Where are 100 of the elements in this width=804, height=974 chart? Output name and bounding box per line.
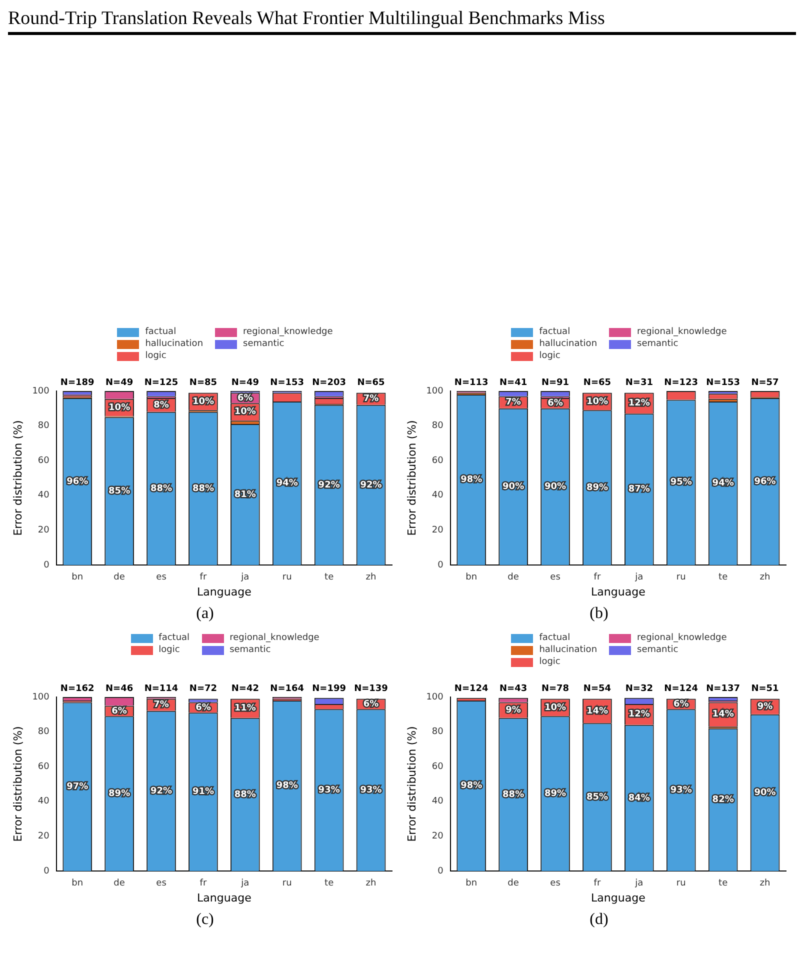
x-tick-label: bn — [72, 572, 84, 583]
x-tick-label: ru — [676, 878, 686, 889]
data-label: 87% — [628, 484, 650, 495]
x-tick-label: de — [508, 572, 520, 583]
data-label: 91% — [192, 787, 214, 798]
annotation: N=124 — [664, 684, 698, 694]
data-label: 94% — [276, 478, 298, 489]
data-label: 98% — [460, 475, 482, 486]
x-tick-label: bn — [466, 572, 478, 583]
x-tick-label: fr — [200, 572, 207, 583]
x-tick-label: es — [550, 572, 561, 583]
data-label: 92% — [360, 480, 382, 490]
data-label: 90% — [544, 482, 566, 492]
legend-label: semantic — [243, 339, 284, 349]
data-label: 93% — [670, 785, 692, 796]
annotation: N=41 — [500, 378, 528, 388]
annotation: N=42 — [231, 684, 259, 694]
legend-label: logic — [158, 645, 180, 655]
y-tick-label: 60 — [432, 762, 444, 772]
y-tick-label: 20 — [38, 526, 50, 536]
data-label: 88% — [150, 484, 172, 494]
legend-label: regional_knowledge — [637, 633, 727, 643]
x-tick-label: te — [718, 572, 728, 583]
x-tick-label: de — [114, 878, 126, 889]
data-label: 7% — [506, 398, 521, 408]
legend-label: regional_knowledge — [230, 633, 320, 643]
data-label: 88% — [234, 790, 256, 800]
annotation: N=65 — [583, 378, 612, 388]
y-axis-title: Error distribution (%) — [405, 726, 418, 842]
x-tick-label: ru — [676, 572, 686, 583]
x-tick-label: es — [156, 878, 167, 889]
x-tick-label: fr — [594, 572, 601, 583]
y-tick-label: 40 — [38, 490, 50, 501]
y-tick-label: 60 — [432, 456, 444, 466]
text: Round-Trip Translation Reveals What Frontier Multilingual Benchmarks Miss — [8, 8, 796, 35]
y-axis-title: Error distribution (%) — [405, 420, 418, 536]
data-label: 81% — [234, 490, 256, 500]
data-label: 10% — [586, 396, 608, 407]
data-label: 95% — [670, 478, 692, 488]
data-label: 92% — [150, 786, 172, 796]
data-label: 89% — [586, 482, 608, 493]
annotation: N=54 — [583, 684, 612, 694]
y-axis-title: Error distribution (%) — [11, 420, 24, 536]
data-label: 89% — [544, 788, 566, 799]
y-tick-label: 80 — [38, 727, 50, 738]
data-label: 90% — [502, 482, 524, 492]
x-tick-label: bn — [466, 878, 478, 889]
x-tick-label: ja — [240, 572, 250, 583]
x-tick-label: de — [114, 572, 126, 583]
data-label: 14% — [712, 710, 734, 720]
x-axis-title: Language — [591, 585, 646, 598]
y-tick-label: 80 — [432, 727, 444, 738]
annotation: N=49 — [106, 378, 134, 388]
x-tick-label: zh — [366, 572, 376, 583]
legend-label: factual — [145, 327, 176, 337]
x-tick-label: zh — [366, 878, 376, 889]
annotation: N=162 — [60, 684, 94, 694]
data-label: 98% — [276, 781, 298, 792]
y-tick-label: 0 — [438, 560, 444, 570]
data-label: 6% — [196, 702, 211, 713]
y-tick-label: 80 — [432, 421, 444, 432]
data-label: 97% — [66, 782, 88, 792]
x-tick-label: ja — [634, 878, 644, 889]
x-tick-label: bn — [72, 878, 84, 889]
annotation: N=113 — [454, 378, 488, 388]
annotation: N=153 — [706, 378, 740, 388]
text: (c) — [196, 911, 214, 929]
data-label: 10% — [108, 402, 130, 413]
x-tick-label: ru — [282, 572, 292, 583]
x-tick-label: de — [508, 878, 520, 889]
text: (b) — [590, 605, 608, 623]
annotation: N=78 — [541, 684, 570, 694]
data-label: 98% — [460, 781, 482, 792]
data-label: 12% — [628, 398, 650, 409]
y-tick-label: 100 — [32, 692, 50, 702]
data-label: 92% — [318, 480, 340, 490]
annotation: N=164 — [270, 684, 304, 694]
annotation: N=114 — [144, 684, 178, 694]
x-tick-label: ja — [634, 572, 644, 583]
x-tick-label: te — [324, 878, 334, 889]
text: (a) — [196, 605, 214, 623]
x-tick-label: ru — [282, 878, 292, 889]
data-label: 96% — [754, 476, 776, 487]
data-label: 82% — [712, 795, 734, 806]
x-tick-label: zh — [760, 572, 770, 583]
x-tick-label: zh — [760, 878, 770, 889]
annotation: N=51 — [751, 684, 779, 694]
y-tick-label: 20 — [432, 526, 444, 536]
legend-label: regional_knowledge — [637, 327, 727, 337]
legend-label: logic — [539, 351, 560, 361]
legend-label: semantic — [230, 645, 271, 655]
x-tick-label: te — [718, 878, 728, 889]
data-label: 85% — [108, 486, 130, 496]
data-label: 10% — [234, 407, 256, 418]
y-axis-title: Error distribution (%) — [11, 726, 24, 842]
data-label: 6% — [363, 699, 379, 710]
y-tick-label: 0 — [44, 560, 50, 570]
y-tick-label: 100 — [32, 386, 50, 396]
y-tick-label: 0 — [438, 866, 444, 876]
data-label: 84% — [628, 793, 650, 804]
